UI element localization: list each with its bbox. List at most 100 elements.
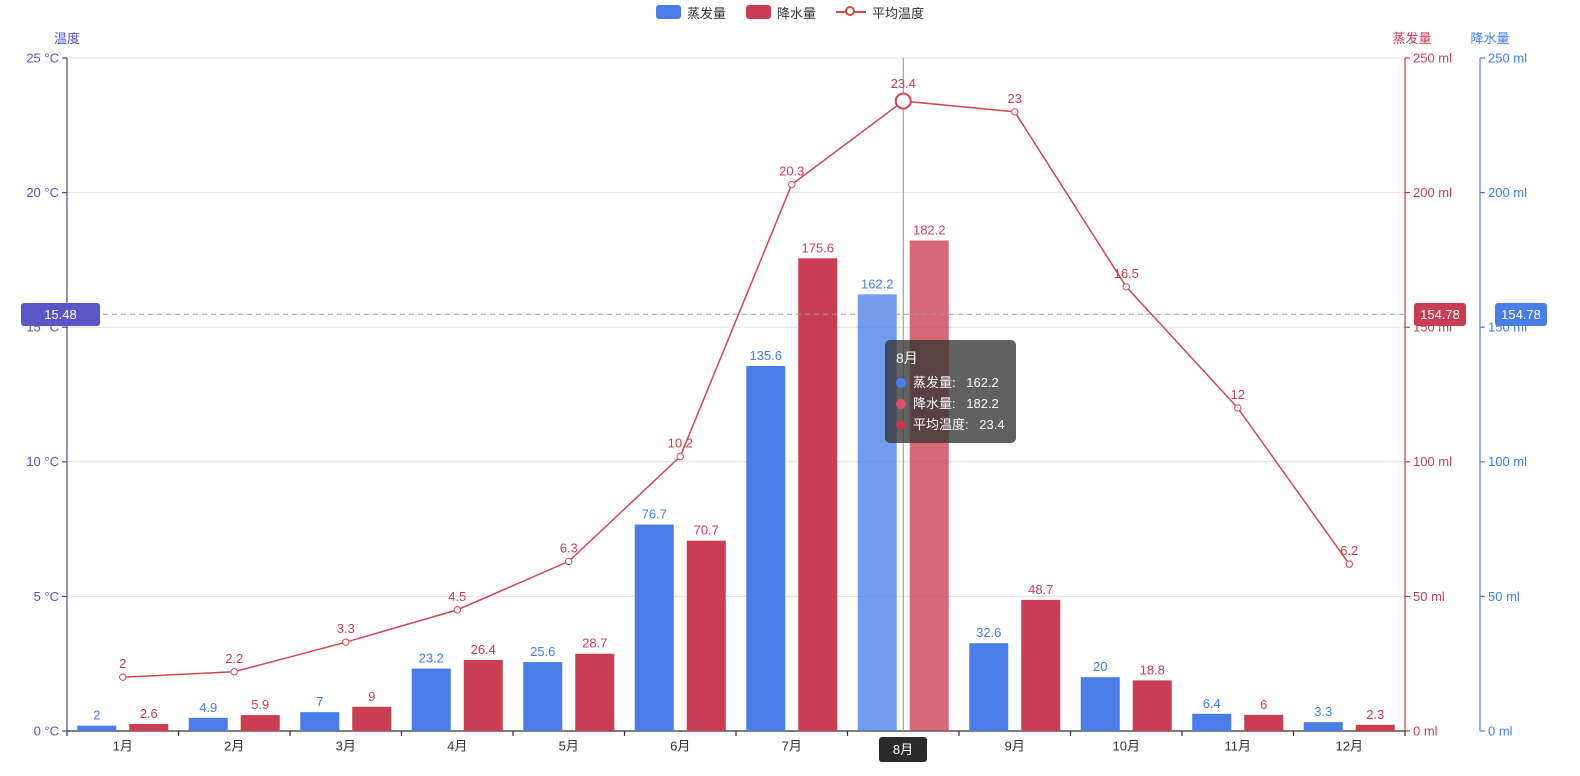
y-axis-tick-label: 100 ml <box>1488 454 1527 469</box>
y-axis-tick-label: 50 ml <box>1413 589 1445 604</box>
markline-badge-evaporation: 154.78 <box>1414 303 1466 326</box>
bar-降水量-1月[interactable] <box>129 724 169 731</box>
bar-蒸发量-12月[interactable] <box>1303 722 1343 731</box>
line-point-7月[interactable] <box>788 180 796 189</box>
bar-label-降水量-2月: 5.9 <box>251 697 269 712</box>
legend-item-蒸发量[interactable]: 蒸发量 <box>655 3 726 22</box>
line-label-2月: 2.2 <box>225 651 243 666</box>
line-point-5月[interactable] <box>565 557 573 566</box>
x-axis-label-3月: 3月 <box>336 739 356 754</box>
x-axis-label-7月: 7月 <box>782 739 802 754</box>
temperature-line[interactable] <box>122 100 1350 678</box>
line-point-12月[interactable] <box>1345 560 1353 568</box>
bar-降水量-12月[interactable] <box>1355 724 1395 731</box>
y-axis-tick-label: 10 °C <box>26 454 59 469</box>
y-axis-name-evaporation: 蒸发量 <box>1392 31 1432 46</box>
bar-label-蒸发量-1月: 2 <box>93 708 100 723</box>
bar-降水量-6月[interactable] <box>686 540 726 731</box>
y-axis-tick-label: 250 ml <box>1488 50 1527 65</box>
y-axis-tick-label: 0 ml <box>1488 723 1513 738</box>
y-axis-tick-label: 50 ml <box>1488 589 1520 604</box>
line-point-9月[interactable] <box>1011 108 1019 116</box>
bar-label-降水量-3月: 9 <box>368 689 375 704</box>
markline-badge-temperature: 15.48 <box>21 303 100 326</box>
legend-label: 降水量 <box>776 5 816 21</box>
line-label-8月: 23.4 <box>891 76 916 91</box>
bar-蒸发量-8月[interactable] <box>857 294 897 731</box>
bar-label-蒸发量-7月: 135.6 <box>749 348 782 363</box>
bar-蒸发量-9月[interactable] <box>969 643 1009 731</box>
bar-label-蒸发量-8月: 162.2 <box>861 276 894 291</box>
line-label-12月: 6.2 <box>1340 543 1358 558</box>
legend-item-降水量[interactable]: 降水量 <box>745 3 816 22</box>
bar-label-蒸发量-12月: 3.3 <box>1314 704 1332 719</box>
y-axis-tick-label: 20 °C <box>26 185 59 200</box>
bar-label-蒸发量-9月: 32.6 <box>976 625 1001 640</box>
bar-蒸发量-2月[interactable] <box>188 717 228 731</box>
legend: 蒸发量 降水量 平均温度 <box>0 3 1580 21</box>
legend-bar-swatch <box>655 5 681 19</box>
line-point-11月[interactable] <box>1234 404 1242 412</box>
bar-蒸发量-5月[interactable] <box>523 662 563 731</box>
legend-label: 平均温度 <box>872 5 925 21</box>
y-axis-tick-label: 100 ml <box>1413 454 1452 469</box>
line-point-2月[interactable] <box>230 668 238 676</box>
bar-label-降水量-9月: 48.7 <box>1028 582 1053 597</box>
line-label-5月: 6.3 <box>560 540 578 555</box>
bar-label-蒸发量-11月: 6.4 <box>1203 696 1221 711</box>
bar-降水量-3月[interactable] <box>352 706 392 731</box>
bar-降水量-2月[interactable] <box>240 715 280 731</box>
y-axis-tick-label: 0 °C <box>34 723 59 738</box>
bar-label-降水量-5月: 28.7 <box>582 636 607 651</box>
y-axis-name-precipitation: 降水量 <box>1470 31 1510 46</box>
line-label-10月: 16.5 <box>1114 266 1139 281</box>
bar-蒸发量-3月[interactable] <box>300 712 340 731</box>
line-label-11月: 12 <box>1231 387 1245 402</box>
line-point-10月[interactable] <box>1122 283 1130 291</box>
bar-蒸发量-1月[interactable] <box>77 725 117 731</box>
x-axis-label-1月: 1月 <box>113 739 133 754</box>
bar-label-蒸发量-6月: 76.7 <box>642 507 667 522</box>
line-point-1月[interactable] <box>119 673 127 681</box>
line-label-7月: 20.3 <box>779 164 804 179</box>
y-axis-tick-label: 250 ml <box>1413 50 1452 65</box>
legend-line-symbol <box>836 5 866 19</box>
legend-label: 蒸发量 <box>686 5 726 21</box>
line-point-8月[interactable] <box>894 92 912 110</box>
line-label-4月: 4.5 <box>448 589 466 604</box>
bar-降水量-8月[interactable] <box>909 240 949 732</box>
bar-降水量-9月[interactable] <box>1021 599 1061 731</box>
bar-蒸发量-10月[interactable] <box>1080 677 1120 731</box>
bar-label-蒸发量-5月: 25.6 <box>530 644 555 659</box>
x-axis-label-5月: 5月 <box>559 739 579 754</box>
legend-item-平均温度[interactable]: 平均温度 <box>836 3 924 22</box>
bar-label-降水量-6月: 70.7 <box>694 523 719 538</box>
bar-降水量-5月[interactable] <box>575 653 615 731</box>
bar-label-蒸发量-2月: 4.9 <box>199 700 217 715</box>
bar-label-降水量-7月: 175.6 <box>801 240 834 255</box>
legend-bar-swatch <box>745 5 771 19</box>
y-axis-tick-label: 200 ml <box>1413 185 1452 200</box>
bar-蒸发量-7月[interactable] <box>746 365 786 731</box>
y-axis-tick-label: 0 ml <box>1413 723 1438 738</box>
bar-降水量-10月[interactable] <box>1132 680 1172 731</box>
x-axis-label-10月: 10月 <box>1113 739 1140 754</box>
bar-降水量-11月[interactable] <box>1244 714 1284 731</box>
bar-降水量-4月[interactable] <box>463 659 503 731</box>
line-point-4月[interactable] <box>453 606 461 614</box>
bar-label-降水量-10月: 18.8 <box>1140 662 1165 677</box>
y-axis-tick-label: 5 °C <box>34 589 59 604</box>
bar-降水量-7月[interactable] <box>798 258 838 731</box>
bar-蒸发量-4月[interactable] <box>411 668 451 731</box>
bar-label-蒸发量-4月: 23.2 <box>419 651 444 666</box>
bar-label-降水量-12月: 2.3 <box>1366 707 1384 722</box>
bar-蒸发量-6月[interactable] <box>634 524 674 731</box>
x-axis-label-9月: 9月 <box>1005 739 1025 754</box>
line-label-3月: 3.3 <box>337 621 355 636</box>
line-point-6月[interactable] <box>676 452 684 461</box>
bar-label-降水量-4月: 26.4 <box>471 642 496 657</box>
line-point-3月[interactable] <box>342 638 350 646</box>
bar-蒸发量-11月[interactable] <box>1192 713 1232 731</box>
